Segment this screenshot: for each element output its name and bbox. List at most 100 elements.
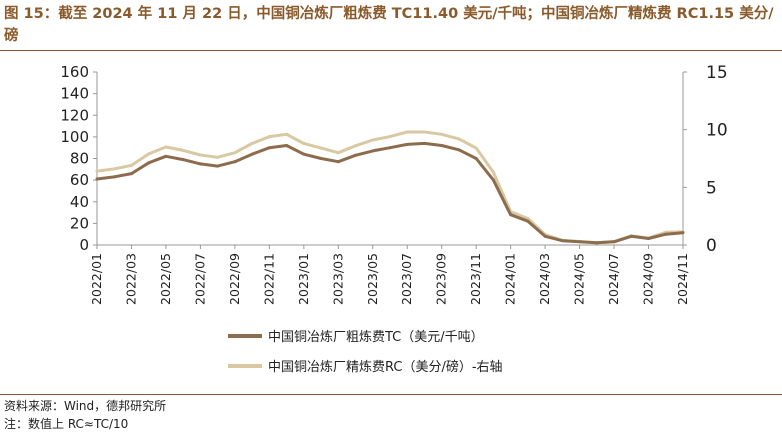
rc-series-point [250,142,254,146]
tc-series-point [509,213,513,217]
rc-series-point [319,146,323,150]
x-tick-label: 2023/11 [468,253,483,305]
tc-series-point [112,175,116,179]
tc-series-point [371,149,375,153]
tc-series-point [147,161,151,165]
tc-series-line [96,141,684,245]
x-tick-label: 2022/07 [192,253,207,305]
rc-series-point [422,130,426,134]
rc-series-point [216,155,220,159]
x-tick-label: 2023/05 [365,253,380,305]
rc-series-point [112,167,116,171]
rc-series-point [440,132,444,136]
tc-series-point [560,239,564,243]
rc-series-point [181,148,185,152]
tc-series-point [388,146,392,150]
tc-series-point [354,153,358,157]
tc-series-point [612,240,616,244]
tc-series-point [336,160,340,164]
tc-series-point [95,177,99,181]
x-tick-label: 2022/01 [89,253,104,305]
chart-series [95,130,685,245]
y-left-tick-label: 80 [70,150,89,168]
x-tick-label: 2024/07 [606,253,621,305]
tc-series-point [526,219,530,223]
tc-series-point [578,240,582,244]
x-tick-label: 2023/01 [296,253,311,305]
y-right-tick-label: 15 [706,63,728,83]
legend-label-tc: 中国铜冶炼厂粗炼费TC（美元/千吨） [268,330,484,345]
x-tick-label: 2022/11 [261,253,276,305]
tc-series-point [181,158,185,162]
tc-series-point [267,146,271,150]
tc-series-point [681,231,685,235]
line-chart: 0 20 40 60 80 100 120 140 160 0 5 10 15 2022/01 2022/0… [60,63,727,375]
tc-series-point [405,142,409,146]
x-tick-label: 2024/09 [641,253,656,305]
tc-series-point [422,141,426,145]
rc-series-point [233,151,237,155]
tc-series-point [285,144,289,148]
legend-label-rc: 中国铜冶炼厂精炼费RC（美分/磅）-右轴 [268,359,503,375]
x-tick-label: 2024/01 [503,253,518,305]
x-tick-label: 2023/03 [330,253,345,305]
y-left-tick-label: 140 [60,85,89,103]
rc-series-point [526,216,530,220]
x-tick-label: 2022/05 [158,253,173,305]
tc-series-point [491,178,495,182]
tc-series-point [440,144,444,148]
source-divider [0,394,782,395]
rc-series-point [129,163,133,167]
tc-series-point [198,162,202,166]
rc-series-point [491,170,495,174]
rc-series-point [336,151,340,155]
rc-series-point [147,152,151,156]
tc-series-point [216,164,220,168]
rc-series-point [457,137,461,141]
tc-series-point [457,148,461,152]
rc-series-point [405,130,409,134]
tc-series-point [474,157,478,160]
x-tick-label: 2024/03 [537,253,552,305]
rc-series-point [285,132,289,136]
tc-series-point [164,154,168,158]
title-divider [0,50,782,51]
y-left-tick-label: 160 [60,63,89,81]
rc-series-point [388,135,392,139]
y-left-tick-label: 100 [60,128,89,146]
chart-title: 图 15：截至 2024 年 11 月 22 日，中国铜冶炼厂粗炼费 TC11.… [4,6,774,44]
tc-series-point [233,160,237,164]
x-tick-label: 2022/09 [227,253,242,305]
y-left-tick-label: 60 [70,171,89,189]
x-tick-label: 2023/09 [434,253,449,305]
y-left-tick-label: 20 [70,214,89,232]
y-left-tick-label: 0 [79,236,89,254]
rc-series-point [95,169,99,173]
rc-series-point [164,145,168,149]
rc-series-point [474,146,478,150]
tc-series-point [647,237,651,241]
tc-series-point [250,152,254,156]
x-tick-label: 2024/05 [572,253,587,305]
tc-series-point [302,152,306,156]
note-text: 注：数值上 RC≈TC/10 [4,417,129,431]
y-left-tick-label: 40 [70,193,89,211]
chart-axes: 0 20 40 60 80 100 120 140 160 0 5 10 15 2022/01 2022/0… [60,63,727,305]
tc-series-point [595,241,599,245]
y-right-tick-label: 10 [706,121,728,141]
y-left-tick-label: 120 [60,106,89,124]
tc-series-point [543,234,547,238]
chart-legend: 中国铜冶炼厂粗炼费TC（美元/千吨） 中国铜冶炼厂精炼费RC（美分/磅）-右轴 [228,330,503,375]
x-tick-label: 2024/11 [675,253,690,305]
tc-series-point [664,232,668,236]
tc-series-point [129,172,133,176]
x-tick-label: 2022/03 [123,253,138,305]
rc-series-point [267,135,271,139]
x-tick-label: 2023/07 [399,253,414,305]
source-text: 资料来源：Wind，德邦研究所 [4,399,167,413]
rc-series-point [354,144,358,148]
rc-series-point [302,142,306,146]
tc-series-point [629,234,633,238]
rc-series-point [198,153,202,157]
rc-series-point [371,138,375,142]
